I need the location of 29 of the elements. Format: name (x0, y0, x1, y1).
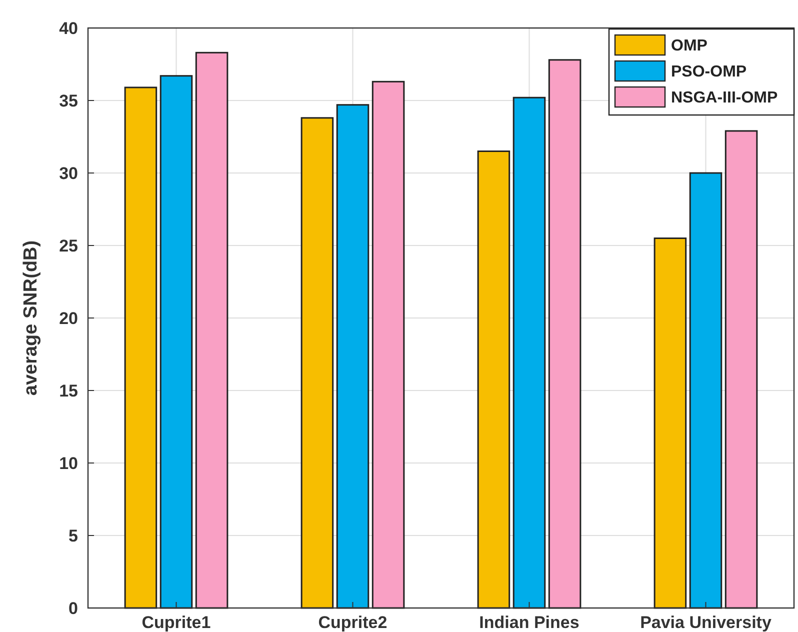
x-tick-label: Cuprite1 (142, 613, 211, 632)
x-tick-label: Pavia University (640, 613, 772, 632)
bar (724, 130, 758, 609)
bar (195, 52, 228, 609)
x-tick-label: Indian Pines (479, 613, 580, 632)
x-tick-label: Cuprite2 (318, 613, 388, 632)
legend-label: OMP (671, 38, 708, 55)
y-tick-label: 5 (68, 526, 78, 546)
bar (689, 172, 722, 609)
bar (372, 80, 405, 609)
bar (124, 86, 158, 609)
y-tick-label: 35 (59, 91, 78, 110)
bar (336, 104, 370, 609)
bar (477, 150, 510, 609)
y-tick-label: 30 (59, 164, 78, 183)
y-tick-label: 20 (59, 308, 78, 328)
y-tick-label: 25 (59, 236, 78, 256)
y-axis-title: average SNR(dB) (20, 240, 42, 396)
bar (300, 117, 334, 609)
y-tick-label: 15 (59, 381, 78, 400)
legend-label: NSGA-III-OMP (671, 90, 778, 107)
bar (548, 59, 582, 609)
y-tick-label: 10 (59, 454, 78, 473)
y-tick-label: 40 (59, 18, 78, 38)
bar (654, 238, 687, 609)
y-tick-label: 0 (68, 598, 78, 618)
bar (160, 75, 193, 609)
legend-label: PSO-OMP (671, 64, 747, 81)
bar (512, 96, 546, 609)
